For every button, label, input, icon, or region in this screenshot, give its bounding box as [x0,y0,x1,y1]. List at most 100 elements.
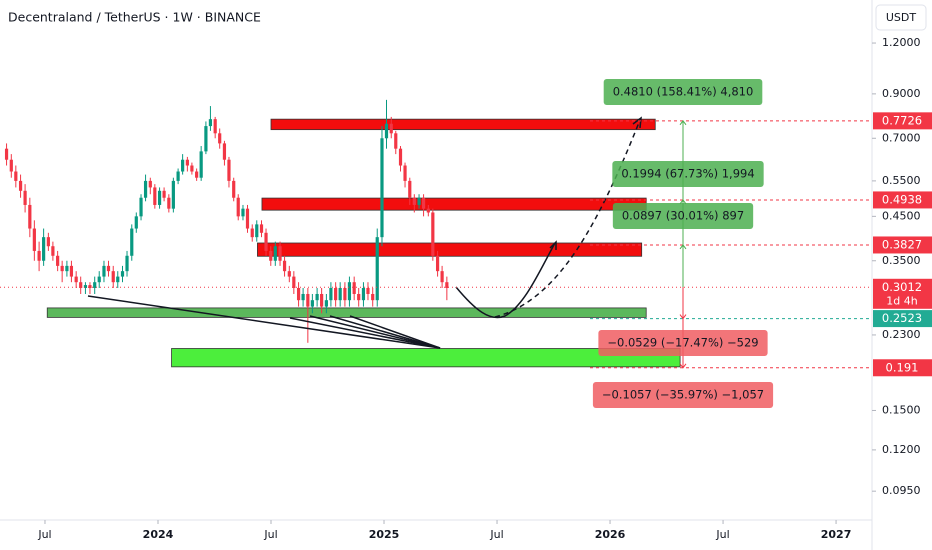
candle-body [65,265,69,272]
projection-curve [455,242,556,319]
trend-line [329,315,441,349]
candle-body [389,123,393,134]
arrow-head [632,116,642,129]
measurement-label: −0.0529 (−17.47%) −529 [607,336,758,350]
y-tick-label: 0.1500 [882,403,921,416]
projection-curve [494,119,641,318]
candle-body [56,255,60,266]
candle-body [301,293,305,301]
candle-body [282,260,287,272]
candle-body [195,171,199,178]
ruler-arrow [679,244,687,250]
candle-body [23,190,27,205]
candle-body [60,265,64,272]
y-tick-label: 0.1200 [882,443,921,456]
candle-body [259,224,264,233]
x-tick-label: 2027 [821,528,852,541]
y-tick-label: 0.5500 [882,174,921,187]
candle-body [380,138,384,238]
candle-body [347,282,352,301]
arrow-head [549,240,557,250]
candle-body [51,246,55,256]
zone [257,242,643,257]
plot-area [4,99,681,368]
price-tag-label: 0.4938 [882,192,922,206]
candle-body [143,180,148,198]
candle-body [222,143,227,160]
measurement-box [592,382,774,408]
candle-body [315,293,319,301]
measurement-label: −0.1057 (−35.97%) −1,057 [602,388,764,402]
candle-body [255,224,259,238]
zone [171,348,681,368]
candle-body [366,287,370,294]
candle-body [306,293,310,307]
candle-body [408,180,412,198]
candle-body [357,293,361,301]
candle-body [9,159,13,172]
candle-body [28,204,32,229]
candle-body [162,190,166,198]
candle-body [421,197,426,209]
candle-body [130,228,134,256]
candle-body [361,287,366,301]
x-tick-label: 2024 [143,528,174,541]
candle-body [167,197,171,209]
candle-body [445,282,449,288]
candle-body [93,282,97,288]
candle-body [213,119,217,134]
candle-body [208,119,213,127]
x-tick-label: Jul [263,528,277,541]
candle-body [403,165,407,181]
candle-body [292,276,296,288]
candle-body [412,197,416,205]
candle-body [69,265,74,277]
x-tick-label: Jul [715,528,729,541]
candle-body [134,216,138,229]
candle-body [264,232,268,251]
y-tick-label: 0.7000 [882,131,921,144]
x-tick-label: 2026 [595,528,626,541]
candle-body [250,228,254,238]
candle-body [106,265,111,272]
candle-body [431,212,435,256]
candle-body [116,276,120,283]
currency-label[interactable]: USDT [886,11,917,24]
ruler-arrow [679,120,687,126]
candle-body [111,271,115,283]
measurement-box [612,161,764,187]
candle-body [352,282,356,294]
candle-body [171,180,175,209]
candle-body [426,208,430,213]
candle-body [310,300,314,307]
currency-button[interactable] [875,4,927,31]
candle-body [79,282,83,288]
price-tag-countdown: 1d 4h [886,294,917,307]
candle-body [46,237,50,247]
price-tag-label: 0.3827 [882,237,922,251]
candle-body [334,287,338,301]
chart-title: Decentraland / TetherUS · 1W · BINANCE [8,10,261,25]
zone [261,197,647,211]
candle-body [32,228,36,251]
candle-body [14,171,18,181]
candle-body [176,171,180,181]
candle-body [227,159,231,181]
price-tag [873,191,932,209]
measurement-label: 0.1994 (67.73%) 1,994 [621,167,754,181]
price-tag [873,112,932,130]
candle-body [417,197,421,205]
price-tag-label: 0.7726 [882,113,922,127]
candle-body [4,148,9,160]
price-tag-label: 0.191 [886,360,919,374]
candle-body [199,151,203,178]
candle-body [398,148,403,166]
y-tick-label: 1.2000 [882,36,921,49]
candle-body [269,250,273,261]
measurement-label: 0.4810 (158.41%) 4,810 [613,85,754,99]
measurement-box [598,330,768,356]
measurement-label: 0.0897 (30.01%) 897 [622,209,744,223]
candle-body [139,197,143,217]
